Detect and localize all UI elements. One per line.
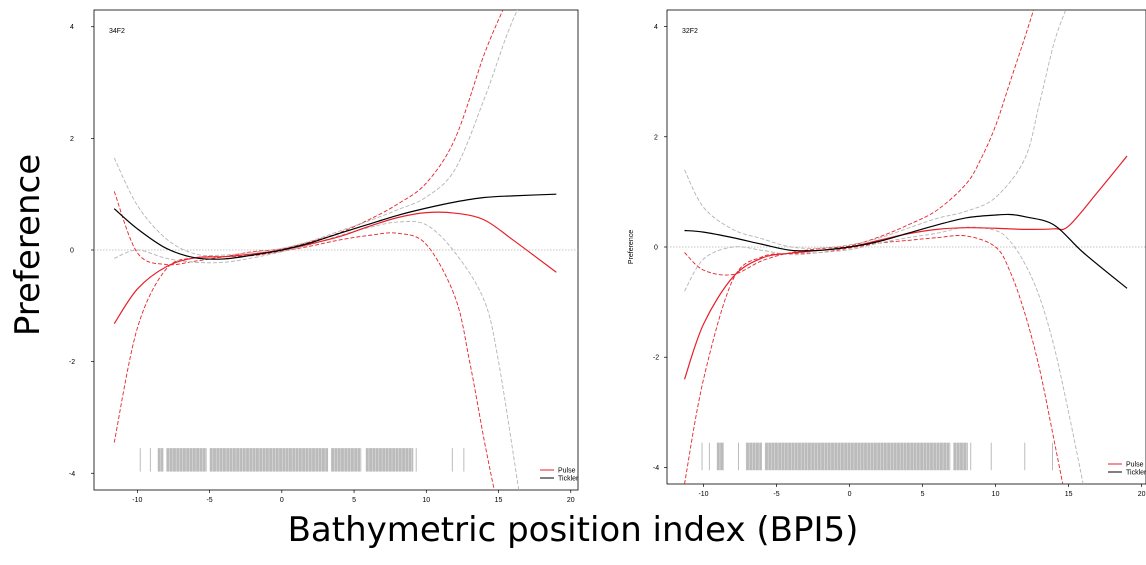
rug-band <box>953 442 968 471</box>
x-tick-label: 10 <box>992 491 1000 498</box>
x-tick-label: -5 <box>773 491 779 498</box>
rug-band <box>745 442 762 471</box>
x-tick-label: -5 <box>206 497 212 504</box>
figure-x-axis-label: Bathymetric position index (BPI5) <box>287 510 859 550</box>
x-tick-label: 0 <box>848 491 852 498</box>
y-tick-label: -4 <box>69 471 75 478</box>
y-tick-label: -2 <box>653 355 659 362</box>
legend-label: Tickler <box>1126 470 1146 477</box>
rug-ticks <box>701 442 1053 471</box>
x-tick-label: 20 <box>1138 491 1146 498</box>
series-group <box>683 10 1128 484</box>
x-tick-label: 15 <box>495 497 503 504</box>
x-tick-label: 15 <box>1065 491 1073 498</box>
x-tick-label: 10 <box>422 497 430 504</box>
confidence-band-line <box>113 10 504 266</box>
x-tick-label: 20 <box>567 497 575 504</box>
series-pulse-line <box>113 211 557 325</box>
legend-label: Tickler <box>558 476 579 483</box>
legend-label: Pulse <box>1126 462 1144 469</box>
series-pulse-line <box>683 155 1128 380</box>
series-tickler-line <box>113 193 557 260</box>
y-tick-label: -2 <box>69 359 75 366</box>
rug-band <box>330 448 362 472</box>
x-tick-label: 5 <box>352 497 356 504</box>
y-tick-label: -4 <box>653 465 659 472</box>
y-tick-label: 2 <box>654 134 658 141</box>
series-group <box>113 10 557 490</box>
x-tick-label: -10 <box>132 497 142 504</box>
rug-ticks <box>139 448 465 472</box>
y-tick-label: 4 <box>70 24 74 31</box>
y-tick-label: 2 <box>70 136 74 143</box>
rug-band <box>157 448 164 472</box>
panel-label: 34F2 <box>109 28 125 35</box>
confidence-band-line <box>114 220 520 490</box>
legend-label: Pulse <box>558 468 576 475</box>
confidence-band-line <box>684 10 1034 276</box>
rug-band <box>764 442 951 471</box>
confidence-band-line <box>684 226 1084 484</box>
confidence-band-line <box>684 10 1067 249</box>
y-tick-label: 4 <box>654 24 658 31</box>
x-tick-label: -10 <box>698 491 708 498</box>
y-tick-label: 0 <box>654 245 658 252</box>
x-tick-label: 5 <box>921 491 925 498</box>
y-tick-label: 0 <box>70 248 74 255</box>
rug-band <box>716 442 724 471</box>
x-tick-label: 0 <box>280 497 284 504</box>
series-tickler-line <box>684 213 1128 289</box>
rug-band <box>365 448 414 472</box>
panel-y-axis-label: Preference <box>628 230 635 264</box>
panel-label: 32F2 <box>682 28 698 35</box>
confidence-band-line <box>113 10 518 257</box>
rug-band <box>166 448 207 472</box>
